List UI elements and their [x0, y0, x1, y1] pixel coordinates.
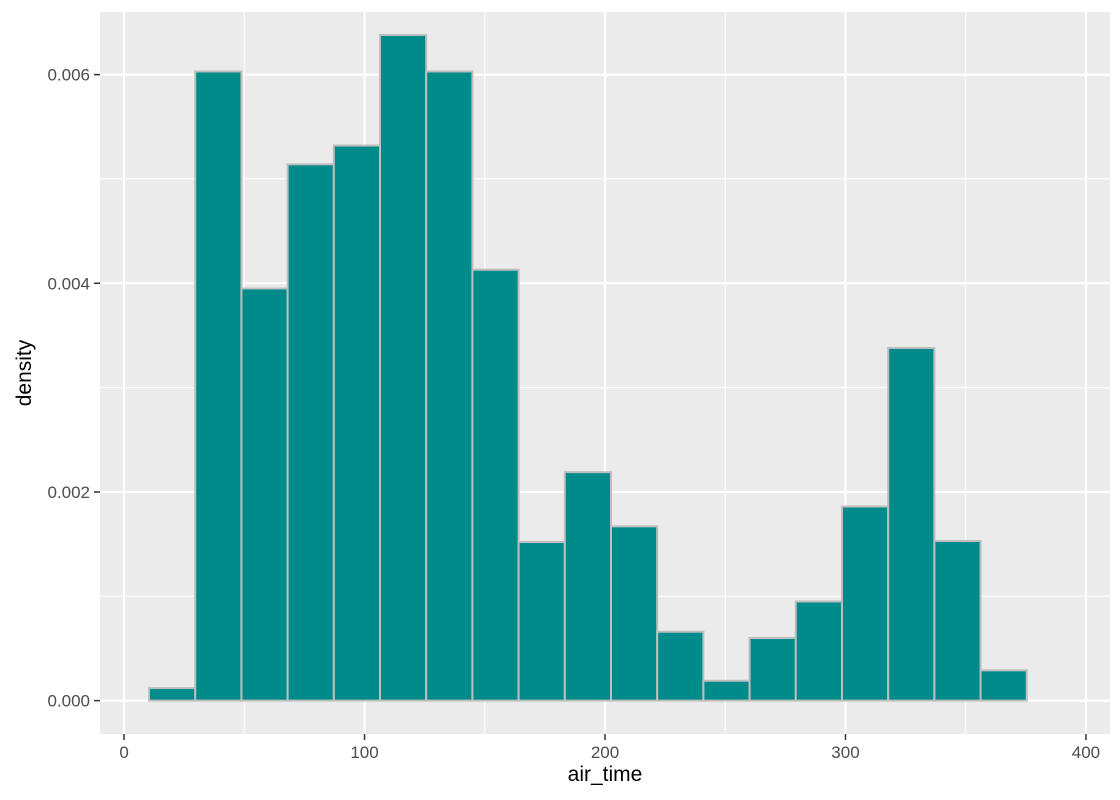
histogram-bar — [702, 679, 751, 702]
histogram-bar — [933, 539, 982, 702]
histogram-bar — [194, 70, 243, 702]
y-tick-label: 0.006 — [47, 66, 90, 85]
histogram-bars — [148, 33, 1028, 702]
x-tick-label: 0 — [119, 743, 128, 762]
x-axis-ticks: 0 100 200 300 400 — [119, 734, 1100, 762]
histogram-bar — [748, 637, 797, 702]
histogram-bar — [887, 346, 936, 702]
x-tick-label: 300 — [831, 743, 859, 762]
histogram-bar — [240, 287, 289, 702]
histogram-bar — [609, 525, 659, 702]
x-tick-label: 100 — [350, 743, 378, 762]
y-tick-label: 0.002 — [47, 483, 90, 502]
histogram-bar — [471, 268, 520, 702]
y-axis-title: density — [13, 339, 36, 406]
histogram-bar — [286, 163, 335, 702]
histogram-bar — [425, 70, 474, 702]
x-tick-label: 400 — [1072, 743, 1100, 762]
histogram-bar — [794, 600, 843, 702]
y-tick-label: 0.004 — [47, 274, 90, 293]
histogram-bar — [979, 669, 1028, 702]
y-axis-ticks: 0.000 0.002 0.004 0.006 — [47, 66, 100, 711]
y-tick-label: 0.000 — [47, 692, 90, 711]
histogram-bar — [563, 471, 612, 702]
histogram-bar — [332, 144, 382, 702]
x-axis-title: air_time — [568, 763, 643, 786]
histogram-bar — [148, 687, 197, 702]
histogram-bar — [517, 541, 566, 702]
histogram-bar — [840, 505, 890, 702]
histogram-bar — [379, 33, 428, 702]
histogram-bar — [656, 630, 705, 702]
x-tick-label: 200 — [591, 743, 619, 762]
